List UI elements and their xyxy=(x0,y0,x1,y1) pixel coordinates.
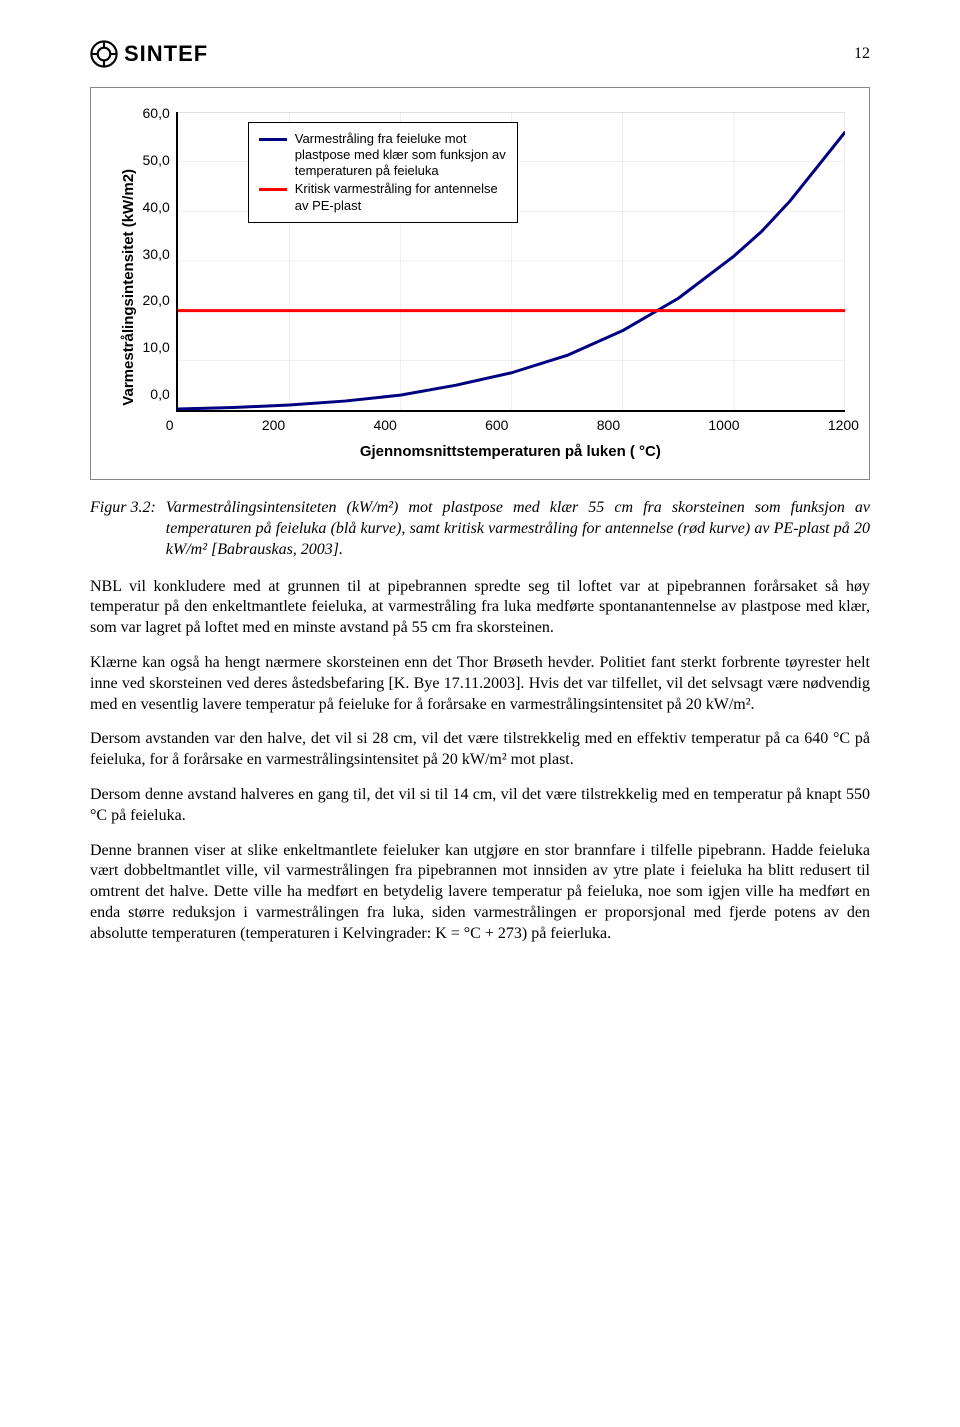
figure-caption: Figur 3.2: Varmestrålingsintensiteten (k… xyxy=(90,498,870,560)
chart-x-axis-title: Gjennomsnittstemperaturen på luken ( °C) xyxy=(176,442,845,462)
sintef-logo-text: SINTEF xyxy=(124,40,208,69)
legend-entry: Kritisk varmestråling for antennelse av … xyxy=(259,181,507,214)
x-tick-label: 600 xyxy=(485,416,508,434)
x-tick-label: 1200 xyxy=(828,416,859,434)
body-paragraph-1: NBL vil konkludere med at grunnen til at… xyxy=(90,577,870,639)
figure-caption-text: Varmestrålingsintensiteten (kW/m²) mot p… xyxy=(166,498,870,560)
body-paragraph-3: Dersom avstanden var den halve, det vil … xyxy=(90,729,870,771)
chart-x-ticks: 0 200 400 600 800 1000 1200 xyxy=(166,416,859,434)
body-paragraph-4: Dersom denne avstand halveres en gang ti… xyxy=(90,785,870,827)
body-paragraph-2: Klærne kan også ha hengt nærmere skorste… xyxy=(90,653,870,715)
x-tick-label: 800 xyxy=(597,416,620,434)
legend-entry: Varmestråling fra feieluke mot plastpose… xyxy=(259,131,507,180)
x-tick-label: 200 xyxy=(262,416,285,434)
y-tick-label: 50,0 xyxy=(143,151,170,169)
x-tick-label: 1000 xyxy=(708,416,739,434)
y-tick-label: 10,0 xyxy=(143,338,170,356)
page-number: 12 xyxy=(854,44,870,65)
sintef-logo: SINTEF xyxy=(90,40,208,69)
chart-y-axis-title: Varmestrålingsintensitet (kW/m2) xyxy=(115,112,143,462)
x-tick-label: 400 xyxy=(373,416,396,434)
y-tick-label: 40,0 xyxy=(143,198,170,216)
y-tick-label: 20,0 xyxy=(143,291,170,309)
chart-legend: Varmestråling fra feieluke mot plastpose… xyxy=(248,122,518,223)
x-tick-label: 0 xyxy=(166,416,174,434)
chart-y-ticks: 60,0 50,0 40,0 30,0 20,0 10,0 0,0 xyxy=(143,104,176,404)
y-tick-label: 30,0 xyxy=(143,245,170,263)
chart-container: Varmestrålingsintensitet (kW/m2) 60,0 50,… xyxy=(90,87,870,481)
page-header: SINTEF 12 xyxy=(90,40,870,69)
body-paragraph-5: Denne brannen viser at slike enkeltmantl… xyxy=(90,841,870,945)
legend-color-swatch xyxy=(259,138,287,141)
y-tick-label: 60,0 xyxy=(143,104,170,122)
legend-label: Varmestråling fra feieluke mot plastpose… xyxy=(295,131,507,180)
legend-color-swatch xyxy=(259,188,287,191)
y-tick-label: 0,0 xyxy=(150,385,169,403)
legend-label: Kritisk varmestråling for antennelse av … xyxy=(295,181,507,214)
figure-caption-label: Figur 3.2: xyxy=(90,498,156,560)
sintef-logo-icon xyxy=(90,40,118,68)
